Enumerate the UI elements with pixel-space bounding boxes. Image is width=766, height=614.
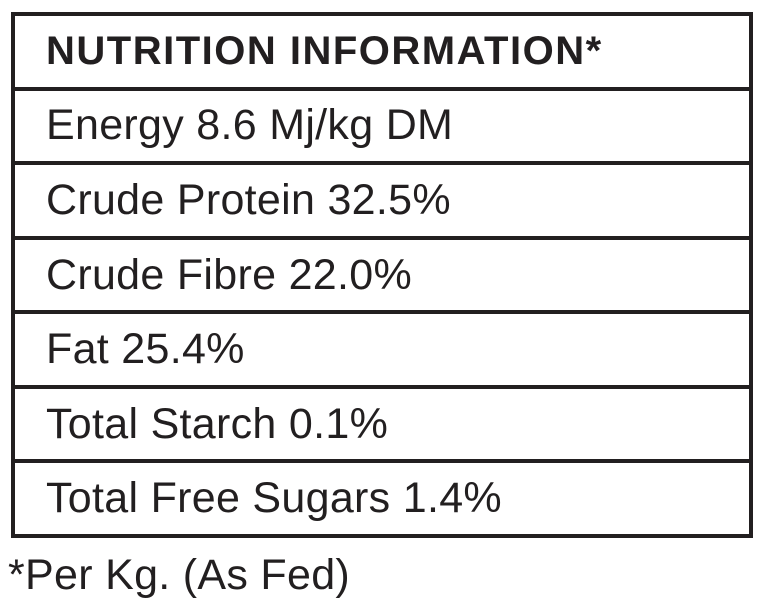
table-title: NUTRITION INFORMATION* — [46, 28, 603, 73]
nutrition-row-total-free-sugars: Total Free Sugars 1.4% — [15, 463, 749, 534]
nutrition-row-total-starch-text: Total Starch 0.1% — [46, 399, 389, 448]
nutrition-row-energy: Energy 8.6 Mj/kg DM — [15, 91, 749, 166]
nutrition-row-crude-protein-text: Crude Protein 32.5% — [46, 175, 451, 224]
nutrition-row-crude-fibre: Crude Fibre 22.0% — [15, 240, 749, 315]
nutrition-row-total-free-sugars-text: Total Free Sugars 1.4% — [46, 474, 502, 523]
table-header-row: NUTRITION INFORMATION* — [15, 16, 749, 91]
nutrition-row-energy-text: Energy 8.6 Mj/kg DM — [46, 101, 454, 150]
nutrition-row-fat-text: Fat 25.4% — [46, 325, 245, 374]
nutrition-row-crude-protein: Crude Protein 32.5% — [15, 165, 749, 240]
nutrition-row-fat: Fat 25.4% — [15, 314, 749, 389]
nutrition-row-crude-fibre-text: Crude Fibre 22.0% — [46, 250, 413, 299]
nutrition-table: NUTRITION INFORMATION* Energy 8.6 Mj/kg … — [11, 12, 753, 538]
footnote-text: *Per Kg. (As Fed) — [8, 551, 351, 599]
footnote: *Per Kg. (As Fed) — [8, 551, 350, 600]
nutrition-row-total-starch: Total Starch 0.1% — [15, 389, 749, 464]
